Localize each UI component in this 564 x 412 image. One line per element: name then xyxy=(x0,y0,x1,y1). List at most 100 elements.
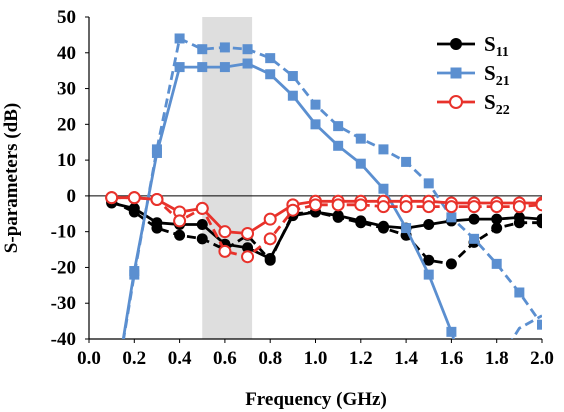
data-point xyxy=(218,244,232,258)
data-point xyxy=(265,53,276,64)
data-point xyxy=(241,250,255,264)
x-tick-label: 0.0 xyxy=(77,348,101,369)
data-point xyxy=(376,200,390,214)
data-point xyxy=(219,62,230,73)
data-point xyxy=(422,200,436,214)
data-point xyxy=(491,222,503,234)
y-tick-label: -20 xyxy=(51,257,76,278)
data-point xyxy=(423,269,434,280)
data-point xyxy=(513,217,525,229)
data-point xyxy=(469,233,480,244)
data-point xyxy=(197,62,208,73)
legend-marker xyxy=(449,95,463,109)
data-point xyxy=(423,254,435,266)
data-point xyxy=(195,201,209,215)
data-point xyxy=(512,200,526,214)
y-tick-label: 20 xyxy=(57,114,76,135)
data-point xyxy=(423,219,435,231)
data-point xyxy=(355,158,366,169)
data-point xyxy=(537,319,542,330)
y-tick-label: -10 xyxy=(51,222,76,243)
tick-labels: 0.0 0.2 0.4 0.6 0.8 1.0 1.2 1.4 1.6 1.8 2.0 -40 -30 -… xyxy=(51,7,554,369)
data-point xyxy=(310,99,321,110)
x-tick-label: 1.8 xyxy=(485,348,509,369)
x-tick-label: 0.8 xyxy=(258,348,282,369)
series-s22-dashed-line xyxy=(111,196,542,259)
data-point xyxy=(174,229,186,241)
data-point xyxy=(128,206,140,218)
data-point xyxy=(265,69,276,80)
x-tick-label: 1.4 xyxy=(394,348,418,369)
data-point xyxy=(445,258,457,270)
y-tick-label: 30 xyxy=(57,79,76,100)
data-point xyxy=(399,200,413,214)
data-point xyxy=(242,242,254,254)
data-point xyxy=(467,200,481,214)
legend-label: S11 xyxy=(484,32,509,60)
data-point xyxy=(287,71,298,82)
data-point xyxy=(331,198,345,212)
y-tick-label: 40 xyxy=(57,43,76,64)
data-point xyxy=(174,62,185,73)
y-tick-label: -40 xyxy=(51,329,76,350)
series-s21 xyxy=(121,33,542,339)
data-point xyxy=(219,42,230,53)
y-tick-label: -30 xyxy=(51,293,76,314)
data-point xyxy=(309,198,322,212)
x-tick-label: 0.2 xyxy=(122,348,146,369)
data-point xyxy=(536,217,542,229)
data-point xyxy=(218,225,232,239)
data-point xyxy=(332,211,344,223)
x-axis-title: Frequency (GHz) xyxy=(245,389,387,410)
y-tick-label: 10 xyxy=(57,150,76,171)
data-point xyxy=(491,213,503,225)
data-point xyxy=(105,191,119,205)
legend-item-s22: S22 xyxy=(437,90,510,118)
data-point xyxy=(310,119,321,130)
data-point xyxy=(355,217,367,229)
legend-item-s21: S21 xyxy=(437,61,510,89)
series-s21-extra-segment xyxy=(510,314,542,339)
data-point xyxy=(196,233,208,245)
data-point xyxy=(446,212,457,223)
data-point xyxy=(490,200,504,214)
data-point xyxy=(378,183,389,194)
data-point xyxy=(514,287,525,298)
x-tick-label: 1.6 xyxy=(440,348,464,369)
data-point xyxy=(241,226,255,240)
data-point xyxy=(129,269,140,280)
data-point xyxy=(174,33,185,44)
data-point xyxy=(354,198,368,212)
data-point xyxy=(242,44,253,55)
data-point xyxy=(263,212,277,226)
x-tick-label: 1.2 xyxy=(349,348,373,369)
series-layer xyxy=(105,33,542,339)
x-tick-label: 0.4 xyxy=(168,348,192,369)
legend-marker xyxy=(450,38,462,50)
y-tick-label: 50 xyxy=(57,7,76,28)
data-point xyxy=(287,90,298,101)
data-point xyxy=(333,121,344,132)
data-point xyxy=(151,222,163,234)
legend-label: S21 xyxy=(484,61,510,89)
data-point xyxy=(127,191,141,205)
legend-label: S22 xyxy=(484,90,510,118)
legend-item-s11: S11 xyxy=(437,32,509,60)
data-point xyxy=(264,254,276,266)
data-point xyxy=(355,133,366,144)
data-point xyxy=(491,258,502,269)
y-tick-label: 0 xyxy=(67,186,77,207)
data-point xyxy=(444,200,458,214)
data-point xyxy=(263,232,277,246)
x-tick-label: 2.0 xyxy=(530,348,554,369)
data-point xyxy=(151,144,162,155)
data-point xyxy=(150,192,164,206)
data-point xyxy=(196,219,208,231)
data-point xyxy=(446,326,457,337)
series-s22 xyxy=(105,191,542,264)
data-point xyxy=(242,58,253,69)
data-point xyxy=(468,213,480,225)
x-tick-label: 1.0 xyxy=(304,348,328,369)
data-point xyxy=(401,223,412,234)
